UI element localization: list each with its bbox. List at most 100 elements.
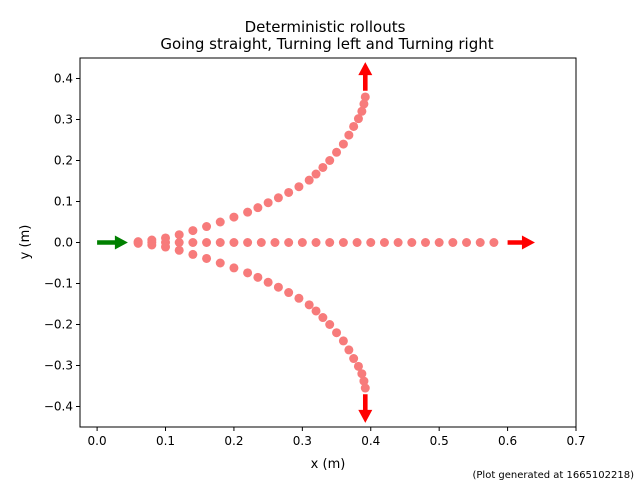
x-tick-label: 0.6 [498, 434, 517, 448]
data-point-series-1-25 [360, 92, 370, 102]
chart-title: Deterministic rollouts [245, 18, 406, 36]
data-point-series-2-10 [263, 277, 273, 287]
data-point-series-0-25 [475, 238, 485, 247]
data-point-series-0-17 [366, 238, 376, 247]
data-point-series-0-4 [188, 238, 198, 247]
data-point-series-2-24 [359, 376, 369, 386]
data-point-series-2-19 [338, 336, 348, 346]
data-point-series-1-13 [294, 182, 304, 192]
data-point-series-2-13 [294, 293, 304, 303]
data-point-series-2-7 [229, 263, 239, 273]
y-tick-label: −0.3 [44, 359, 73, 373]
x-tick-label: 0.1 [156, 434, 175, 448]
data-point-series-2-6 [215, 258, 225, 268]
data-point-series-1-3 [174, 230, 184, 240]
data-point-series-2-12 [284, 288, 294, 298]
x-tick-label: 0.3 [293, 434, 312, 448]
data-point-series-2-20 [344, 345, 354, 355]
data-point-series-0-21 [420, 238, 430, 247]
data-point-series-0-22 [434, 238, 444, 247]
chart-subtitle: Going straight, Turning left and Turning… [160, 35, 493, 53]
data-point-series-0-12 [297, 238, 307, 247]
data-point-series-1-17 [325, 156, 335, 165]
data-point-series-0-24 [462, 238, 472, 247]
data-point-series-0-5 [202, 238, 212, 247]
data-point-series-0-6 [215, 238, 225, 247]
data-point-series-1-12 [284, 187, 294, 197]
y-tick-label: 0.4 [54, 72, 73, 86]
x-tick-label: 0.7 [566, 434, 585, 448]
x-tick-label: 0.2 [224, 434, 243, 448]
y-axis-label: y (m) [18, 225, 33, 260]
data-point-series-2-17 [325, 320, 335, 329]
data-point-series-0-3 [174, 238, 184, 247]
data-point-series-0-16 [352, 238, 362, 247]
y-tick-label: 0.3 [54, 113, 73, 127]
data-point-series-2-11 [273, 282, 283, 292]
data-point-series-2-22 [353, 361, 363, 371]
data-point-series-1-16 [318, 162, 328, 172]
data-point-series-1-22 [353, 114, 363, 124]
data-point-series-2-16 [318, 313, 328, 323]
data-point-series-0-7 [229, 238, 239, 247]
end-arrow-series-1 [358, 62, 373, 91]
data-point-series-2-18 [332, 328, 342, 338]
x-tick-label: 0.4 [361, 434, 380, 448]
data-point-series-0-10 [270, 238, 280, 247]
data-point-series-2-21 [349, 354, 359, 364]
data-point-series-2-1 [147, 240, 157, 250]
data-point-series-0-20 [407, 238, 417, 247]
data-point-series-1-10 [263, 198, 273, 208]
x-tick-label: 0.5 [430, 434, 449, 448]
data-point-series-2-9 [253, 272, 263, 282]
y-tick-label: 0.2 [54, 154, 73, 168]
data-point-series-1-23 [357, 106, 367, 116]
data-point-series-1-4 [188, 226, 198, 236]
data-point-series-2-5 [202, 253, 212, 263]
data-point-series-0-19 [393, 238, 403, 247]
end-arrow-series-2 [358, 394, 373, 423]
y-tick-label: −0.1 [44, 277, 73, 291]
x-axis-label: x (m) [311, 457, 346, 472]
data-point-series-1-7 [229, 212, 239, 222]
data-point-series-2-3 [174, 245, 184, 255]
data-point-series-1-5 [202, 222, 212, 232]
data-point-series-0-26 [489, 238, 499, 247]
data-point-series-2-23 [357, 369, 367, 379]
data-point-series-0-15 [338, 238, 348, 247]
data-point-series-0-8 [243, 238, 253, 247]
y-tick-label: −0.4 [44, 400, 73, 414]
data-point-series-2-8 [243, 268, 253, 278]
data-point-series-1-9 [253, 203, 263, 213]
data-point-series-0-9 [256, 238, 266, 247]
y-tick-label: 0.1 [54, 195, 73, 209]
data-point-series-1-18 [332, 147, 342, 157]
y-tick-label: 0.0 [54, 236, 73, 250]
data-point-series-1-15 [311, 169, 321, 179]
data-point-series-0-13 [311, 238, 321, 247]
data-point-series-0-23 [448, 238, 458, 247]
data-point-series-1-8 [243, 207, 253, 217]
data-point-series-2-0 [133, 238, 143, 248]
data-point-series-1-20 [344, 130, 354, 140]
data-point-series-1-6 [215, 217, 225, 227]
data-point-series-1-14 [304, 175, 314, 185]
data-point-series-0-14 [325, 238, 335, 247]
data-point-series-2-4 [188, 249, 198, 259]
data-point-series-2-14 [304, 300, 314, 310]
data-point-series-1-11 [273, 193, 283, 203]
data-point-series-2-15 [311, 306, 321, 316]
data-point-series-1-19 [338, 139, 348, 149]
y-tick-label: −0.2 [44, 318, 73, 332]
data-point-series-2-25 [360, 383, 370, 393]
data-point-series-2-2 [161, 242, 171, 252]
data-point-series-0-11 [284, 238, 294, 247]
end-arrow-series-0 [507, 235, 535, 250]
footnote: (Plot generated at 1665102218) [472, 470, 634, 480]
data-point-series-1-24 [359, 99, 369, 109]
data-point-series-1-21 [349, 121, 359, 131]
data-point-series-0-18 [379, 238, 389, 247]
data-point-series-1-2 [161, 233, 171, 243]
